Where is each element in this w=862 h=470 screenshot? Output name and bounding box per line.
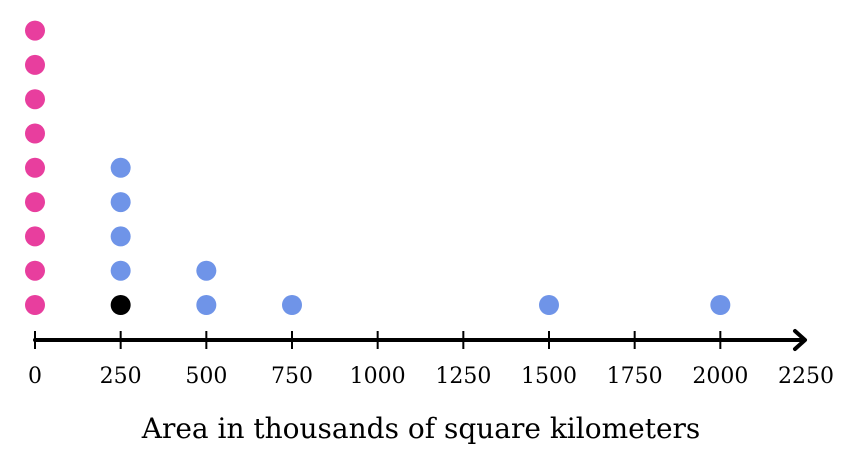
dot-1500-1 xyxy=(539,295,559,315)
x-tick-label-0: 0 xyxy=(28,364,42,389)
dot-250-4 xyxy=(110,192,131,213)
x-axis-ticks xyxy=(34,331,722,349)
x-axis-tick-labels: 0 250 500 750 1000 1250 1500 1750 2000 2250 xyxy=(28,364,834,389)
dot-500-1 xyxy=(196,295,217,315)
x-tick-label-750: 750 xyxy=(271,364,313,389)
dot-2000-1 xyxy=(710,295,731,315)
x-axis-arrowhead xyxy=(793,329,807,351)
dot-0-4 xyxy=(25,192,45,213)
x-tick-label-1750: 1750 xyxy=(607,364,663,389)
dot-0-7 xyxy=(25,89,45,110)
dots-layer xyxy=(25,20,731,315)
dot-500-2 xyxy=(196,260,217,281)
x-tick-label-500: 500 xyxy=(185,364,227,389)
dot-250-2 xyxy=(110,260,131,281)
dot-0-6 xyxy=(25,123,45,144)
x-tick-label-250: 250 xyxy=(100,364,142,389)
dot-0-3 xyxy=(25,226,45,247)
x-tick-label-1250: 1250 xyxy=(435,364,491,389)
x-tick-label-1500: 1500 xyxy=(521,364,577,389)
x-tick-label-2250: 2250 xyxy=(778,364,834,389)
dot-250-5 xyxy=(110,157,131,178)
dot-250-3 xyxy=(110,226,131,247)
dot-0-2 xyxy=(25,260,45,281)
dot-0-5 xyxy=(25,157,45,178)
x-axis: 0 250 500 750 1000 1250 1500 1750 2000 2250 xyxy=(28,329,834,389)
dot-0-8 xyxy=(25,54,45,75)
dot-250-1 xyxy=(110,295,131,315)
dot-750-1 xyxy=(282,295,302,315)
x-tick-label-2000: 2000 xyxy=(692,364,748,389)
x-axis-title: Area in thousands of square kilometers xyxy=(141,412,701,445)
dot-0-1 xyxy=(25,295,45,315)
dot-0-9 xyxy=(25,20,45,41)
x-tick-label-1000: 1000 xyxy=(350,364,406,389)
